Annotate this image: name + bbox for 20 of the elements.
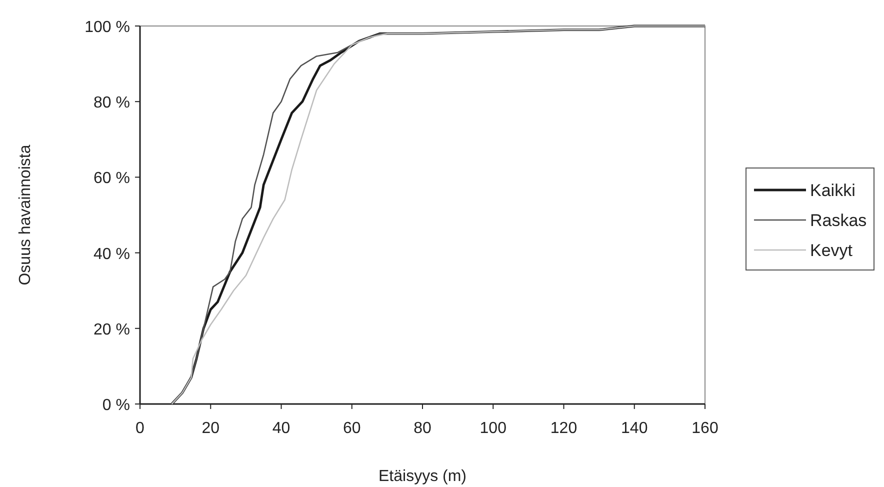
legend-label: Raskas	[810, 211, 867, 230]
x-tick-label: 120	[550, 420, 578, 437]
y-axis-title: Osuus havainnoista	[17, 144, 34, 286]
y-tick-label: 40 %	[94, 246, 130, 263]
y-tick-label: 60 %	[94, 170, 130, 188]
legend-label: Kevyt	[810, 241, 853, 260]
x-axis-title: Etäisyys (m)	[378, 468, 466, 485]
x-tick-label: 20	[202, 420, 220, 437]
x-tick-label: 60	[342, 420, 361, 437]
x-tick-label: 80	[414, 420, 432, 437]
y-tick-label: 100 %	[84, 19, 130, 36]
y-tick-label: 0 %	[102, 397, 130, 414]
legend-label: Kaikki	[810, 181, 856, 200]
x-tick-label: 160	[692, 420, 718, 437]
y-tick-label: 80 %	[94, 94, 130, 112]
x-tick-label: 140	[621, 420, 648, 437]
x-tick-label: 40	[272, 420, 290, 437]
y-tick-label: 20 %	[94, 321, 130, 338]
x-tick-label: 0	[136, 420, 145, 437]
x-tick-label: 100	[480, 420, 507, 437]
